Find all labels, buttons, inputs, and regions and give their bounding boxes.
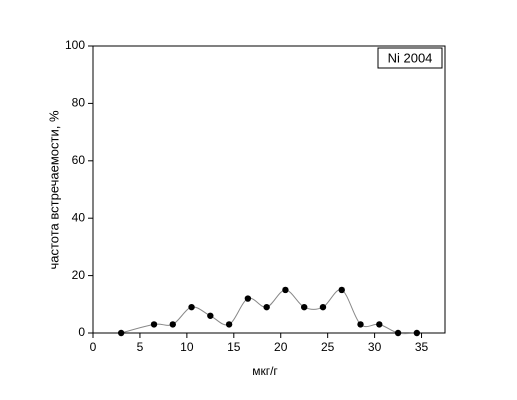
data-point [357,321,364,328]
data-point [263,303,270,311]
data-point [225,321,233,328]
data-point [188,303,195,311]
data-point [117,329,125,337]
x-tick-label: 20 [274,340,288,354]
annotation: Ni 2004 [388,50,433,65]
annotation-box [377,47,443,69]
x-tick-label: 10 [180,340,194,354]
plot-frame [92,45,446,334]
x-axis-label: мкг/г [252,364,278,378]
y-tick-label: 20 [72,268,86,282]
x-tick-label: 25 [321,340,335,354]
y-tick-label: 0 [78,325,85,339]
y-tick-label: 80 [72,96,86,110]
data-point [338,286,345,294]
data-point [413,329,421,337]
y-tick-label: 100 [65,38,85,52]
data-point [301,303,308,311]
x-tick-label: 35 [415,340,429,354]
data-point [150,321,158,328]
data-point [169,321,176,328]
x-tick-label: 0 [90,340,97,354]
data-point [376,321,383,328]
data-point [244,295,252,302]
x-tick-label: 15 [227,340,241,354]
y-axis-label: частота встречаемости, % [46,110,61,269]
data-point [207,312,214,319]
data-point [319,303,327,311]
data-point [282,286,289,294]
y-tick-label: 60 [72,153,86,167]
smooth-line [121,289,417,335]
y-tick-label: 40 [72,210,86,224]
x-tick-label: 5 [137,340,144,354]
x-tick-label: 30 [368,340,382,354]
data-point [394,329,402,337]
